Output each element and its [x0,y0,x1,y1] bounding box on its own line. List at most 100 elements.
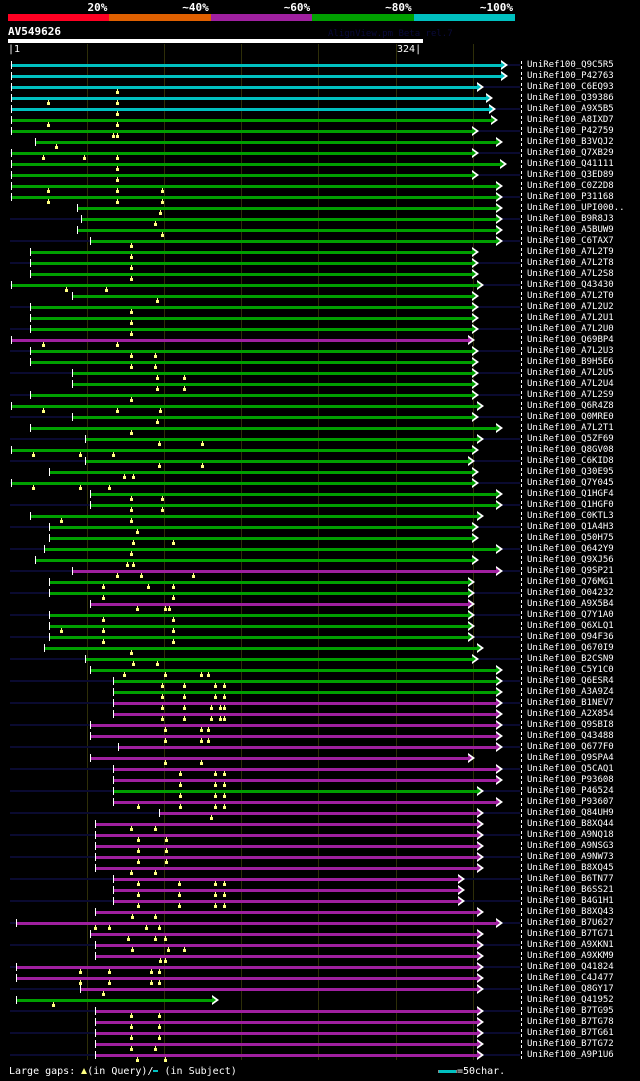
alignment-bar[interactable] [11,119,493,122]
alignment-bar[interactable] [30,350,473,353]
hit-label[interactable]: UniRef100_A5BUW9 [527,225,614,235]
alignment-bar[interactable] [94,845,479,848]
hit-label[interactable]: UniRef100_P42763 [527,71,614,81]
alignment-bar[interactable] [30,273,473,276]
alignment-bar[interactable] [44,647,479,650]
alignment-bar[interactable] [94,955,479,958]
alignment-bar[interactable] [112,702,498,705]
alignment-bar[interactable] [11,284,479,287]
alignment-bar[interactable] [112,713,498,716]
hit-label[interactable]: UniRef100_Q5CAQ1 [527,764,614,774]
hit-label[interactable]: UniRef100_Q43430 [527,280,614,290]
hit-label[interactable]: UniRef100_A9NSG3 [527,841,614,851]
alignment-bar[interactable] [94,823,479,826]
hit-label[interactable]: UniRef100_A7L2U0 [527,324,614,334]
hit-label[interactable]: UniRef100_Q84UH9 [527,808,614,818]
alignment-bar[interactable] [11,64,503,67]
hit-label[interactable]: UniRef100_B8XQ44 [527,819,614,829]
hit-label[interactable]: UniRef100_B6TN77 [527,874,614,884]
hit-label[interactable]: UniRef100_Q8GV08 [527,445,614,455]
hit-label[interactable]: UniRef100_Q1A4H3 [527,522,614,532]
alignment-bar[interactable] [94,856,479,859]
hit-label[interactable]: UniRef100_Q8GY17 [527,984,614,994]
alignment-bar[interactable] [84,658,473,661]
alignment-bar[interactable] [30,251,473,254]
hit-label[interactable]: UniRef100_Q642Y9 [527,544,614,554]
hit-label[interactable]: UniRef100_C0Z2D8 [527,181,614,191]
alignment-bar[interactable] [16,922,498,925]
alignment-bar[interactable] [16,999,214,1002]
alignment-bar[interactable] [44,548,498,551]
hit-label[interactable]: UniRef100_Q76MG1 [527,577,614,587]
hit-label[interactable]: UniRef100_Q9XJ56 [527,555,614,565]
hit-label[interactable]: UniRef100_A7L2U4 [527,379,614,389]
alignment-bar[interactable] [94,1021,479,1024]
alignment-bar[interactable] [11,97,487,100]
hit-label[interactable]: UniRef100_B7TG72 [527,1039,614,1049]
hit-label[interactable]: UniRef100_P93608 [527,775,614,785]
alignment-bar[interactable] [16,977,479,980]
hit-label[interactable]: UniRef100_Q7XB29 [527,148,614,158]
alignment-bar[interactable] [72,295,473,298]
alignment-bar[interactable] [49,636,470,639]
alignment-bar[interactable] [79,988,479,991]
hit-label[interactable]: UniRef100_A9X5B5 [527,104,614,114]
hit-label[interactable]: UniRef100_Q41824 [527,962,614,972]
alignment-bar[interactable] [89,669,498,672]
hit-label[interactable]: UniRef100_C6TAX7 [527,236,614,246]
hit-label[interactable]: UniRef100_B8XQ43 [527,907,614,917]
alignment-bar[interactable] [72,383,473,386]
alignment-bar[interactable] [112,878,459,881]
hit-label[interactable]: UniRef100_B7TG95 [527,1006,614,1016]
hit-label[interactable]: UniRef100_A9NW73 [527,852,614,862]
alignment-bar[interactable] [72,416,473,419]
hit-label[interactable]: UniRef100_B7TG71 [527,929,614,939]
hit-label[interactable]: UniRef100_B7TG61 [527,1028,614,1038]
alignment-bar[interactable] [112,790,479,793]
alignment-bar[interactable] [11,405,479,408]
hit-label[interactable]: UniRef100_B7TG78 [527,1017,614,1027]
hit-label[interactable]: UniRef100_Q670I9 [527,643,614,653]
hit-label[interactable]: UniRef100_C4J477 [527,973,614,983]
alignment-bar[interactable] [30,427,498,430]
alignment-bar[interactable] [94,944,479,947]
alignment-bar[interactable] [112,768,498,771]
alignment-bar[interactable] [49,614,470,617]
alignment-bar[interactable] [11,108,490,111]
hit-label[interactable]: UniRef100_Q9SPA4 [527,753,614,763]
alignment-bar[interactable] [35,559,473,562]
hit-label[interactable]: UniRef100_A7L2U2 [527,302,614,312]
alignment-bar[interactable] [30,361,473,364]
hit-label[interactable]: UniRef100_B4G1H1 [527,896,614,906]
alignment-bar[interactable] [11,75,503,78]
alignment-bar[interactable] [112,900,459,903]
hit-label[interactable]: UniRef100_C5Y1C0 [527,665,614,675]
hit-label[interactable]: UniRef100_P46524 [527,786,614,796]
alignment-bar[interactable] [49,581,470,584]
hit-label[interactable]: UniRef100_Q0MRE0 [527,412,614,422]
hit-label[interactable]: UniRef100_Q94F36 [527,632,614,642]
alignment-bar[interactable] [84,460,470,463]
hit-label[interactable]: UniRef100_A8IXD7 [527,115,614,125]
hit-label[interactable]: UniRef100_A9NQ18 [527,830,614,840]
hit-label[interactable]: UniRef100_UPI000.. [527,203,625,213]
hit-label[interactable]: UniRef100_A9XKN1 [527,940,614,950]
alignment-bar[interactable] [49,537,473,540]
hit-label[interactable]: UniRef100_B3VQJ2 [527,137,614,147]
hit-label[interactable]: UniRef100_Q69BP4 [527,335,614,345]
alignment-bar[interactable] [49,592,470,595]
alignment-bar[interactable] [94,1043,479,1046]
hit-label[interactable]: UniRef100_Q6ESR4 [527,676,614,686]
hit-label[interactable]: UniRef100_B7U627 [527,918,614,928]
hit-label[interactable]: UniRef100_B1NEV7 [527,698,614,708]
alignment-bar[interactable] [89,603,470,606]
hit-label[interactable]: UniRef100_B2CSN9 [527,654,614,664]
alignment-bar[interactable] [11,130,473,133]
alignment-bar[interactable] [35,141,498,144]
alignment-bar[interactable] [30,394,473,397]
hit-label[interactable]: UniRef100_A9P1U6 [527,1050,614,1060]
hit-label[interactable]: UniRef100_O04232 [527,588,614,598]
alignment-bar[interactable] [49,625,470,628]
alignment-bar[interactable] [112,801,498,804]
hit-label[interactable]: UniRef100_C6KID8 [527,456,614,466]
